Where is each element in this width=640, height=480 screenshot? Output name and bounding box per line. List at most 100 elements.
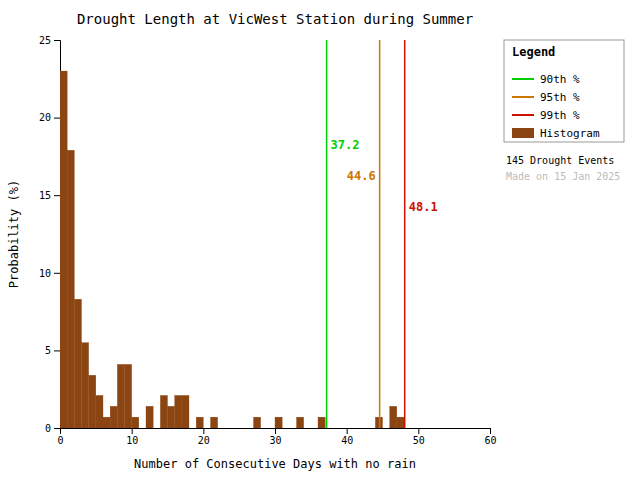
- y-tick: 15: [39, 190, 60, 201]
- histogram-bar: [117, 364, 124, 428]
- x-tick-label: 10: [126, 435, 138, 446]
- y-tick-mark: [54, 195, 60, 196]
- legend-frame: [504, 40, 624, 142]
- x-tick-mark: [490, 428, 491, 434]
- histogram-bar: [211, 417, 218, 428]
- percentile-lines: [327, 40, 405, 428]
- annotation: Made on 15 Jan 2025: [506, 171, 620, 182]
- y-tick-label: 15: [39, 190, 51, 201]
- x-axis-line: [61, 429, 491, 435]
- histogram-bar: [318, 417, 325, 428]
- y-tick-mark: [54, 350, 60, 351]
- legend-swatch: [512, 114, 534, 116]
- legend-entry: 99th %: [512, 109, 580, 122]
- legend-swatch: [512, 128, 534, 138]
- histogram-bar: [397, 417, 404, 428]
- histogram-bar: [189, 428, 196, 429]
- percentile-label: 44.6: [347, 169, 376, 183]
- histogram-bar: [225, 428, 232, 429]
- x-tick: 30: [269, 428, 281, 446]
- histogram-bar: [390, 406, 397, 428]
- histogram-bar: [433, 428, 440, 429]
- y-axis: 0510152025: [39, 35, 61, 434]
- legend-entry: Histogram: [512, 127, 600, 140]
- histogram-bar: [175, 395, 182, 428]
- x-tick-label: 20: [198, 435, 210, 446]
- legend-label: Histogram: [540, 127, 600, 140]
- y-axis-line: [54, 41, 61, 429]
- histogram-bar: [103, 417, 110, 428]
- x-tick-label: 50: [413, 435, 425, 446]
- histogram-bar: [110, 406, 117, 428]
- histogram-bar: [354, 428, 361, 429]
- legend-label: 90th %: [540, 73, 580, 86]
- histogram-bar: [125, 364, 132, 428]
- histogram-bar: [340, 428, 347, 429]
- histogram-bar: [60, 71, 67, 428]
- histogram-bar: [254, 417, 261, 428]
- percentile-label: 37.2: [331, 138, 360, 152]
- histogram-bar: [67, 150, 74, 428]
- legend-swatch: [512, 78, 534, 80]
- x-tick-mark: [347, 428, 348, 434]
- histogram-bar: [232, 428, 239, 429]
- histogram-bar: [268, 428, 275, 429]
- histogram-bar: [361, 428, 368, 429]
- legend-label: 95th %: [540, 91, 580, 104]
- plot-area: 0102030405060051015202537.244.648.1Legen…: [39, 35, 624, 446]
- histogram-bar: [311, 428, 318, 429]
- marks: [60, 40, 405, 428]
- y-tick: 10: [39, 268, 60, 279]
- y-tick-label: 0: [45, 423, 51, 434]
- percentile-label: 48.1: [409, 200, 438, 214]
- histogram-bar: [74, 299, 81, 428]
- x-tick: 10: [126, 428, 138, 446]
- y-tick-label: 25: [39, 35, 51, 46]
- legend: Legend90th %95th %99th %Histogram: [504, 40, 624, 142]
- histogram-bar: [139, 428, 146, 429]
- histogram-bar: [153, 428, 160, 429]
- percentile-labels: 37.2 44.6 48.1: [331, 138, 438, 214]
- histogram-bar: [96, 395, 103, 428]
- histogram-bar: [347, 428, 354, 429]
- y-tick-mark: [54, 428, 60, 429]
- histogram-bar: [218, 428, 225, 429]
- y-tick-mark: [54, 40, 60, 41]
- histogram-bar: [261, 428, 268, 429]
- histogram-bar: [383, 428, 390, 429]
- histogram-bar: [447, 428, 454, 429]
- title: Drought Length at VicWest Station during…: [77, 11, 473, 27]
- histogram-bar: [282, 428, 289, 429]
- y-axis-title: Probability (%): [7, 180, 21, 288]
- y-tick: 25: [39, 35, 60, 46]
- x-tick-label: 40: [341, 435, 353, 446]
- histogram-bars: [60, 71, 404, 428]
- x-tick-mark: [418, 428, 419, 434]
- histogram-bar: [132, 417, 139, 428]
- x-tick-mark: [132, 428, 133, 434]
- x-tick-mark: [275, 428, 276, 434]
- legend-label: 99th %: [540, 109, 580, 122]
- histogram-bar: [476, 428, 483, 429]
- y-tick: 5: [45, 345, 60, 356]
- histogram-bar: [461, 428, 468, 429]
- histogram-bar: [275, 417, 282, 428]
- x-tick: 60: [484, 428, 496, 446]
- histogram-bar: [246, 428, 253, 429]
- chart: 0102030405060051015202537.244.648.1Legen…: [0, 0, 640, 480]
- histogram-bar: [469, 428, 476, 429]
- histogram-bar: [82, 343, 89, 428]
- annotation: 145 Drought Events: [506, 155, 614, 166]
- histogram-bar: [160, 395, 167, 428]
- histogram-bar: [454, 428, 461, 429]
- y-tick-label: 10: [39, 268, 51, 279]
- x-tick: 40: [341, 428, 353, 446]
- x-tick-label: 0: [57, 435, 63, 446]
- y-tick-mark: [54, 273, 60, 274]
- histogram-bar: [418, 428, 425, 429]
- histogram-bar: [297, 417, 304, 428]
- x-tick: 0: [57, 428, 63, 446]
- histogram-bar: [239, 428, 246, 429]
- y-tick-mark: [54, 118, 60, 119]
- percentile-line: [379, 40, 381, 428]
